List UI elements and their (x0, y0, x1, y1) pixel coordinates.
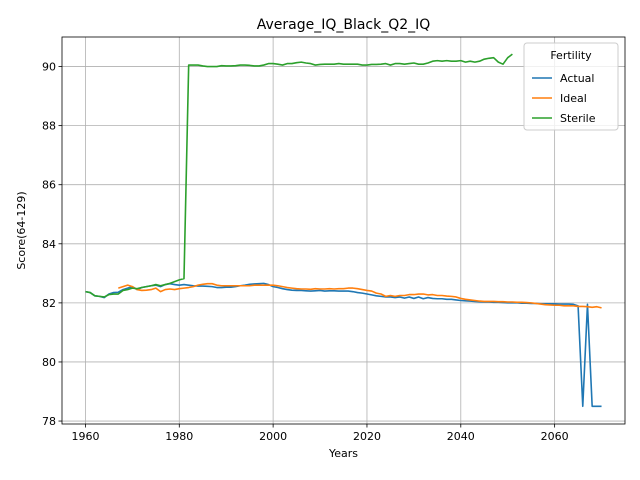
chart-title: Average_IQ_Black_Q2_IQ (257, 17, 431, 33)
x-tick-label: 2040 (447, 430, 475, 443)
legend-label-sterile: Sterile (560, 112, 596, 125)
y-tick-label: 82 (42, 297, 56, 310)
y-tick-label: 78 (42, 415, 56, 428)
y-axis-label: Score(64-129) (15, 191, 28, 269)
y-tick-label: 84 (42, 238, 56, 251)
legend: Fertility Actual Ideal Sterile (523, 42, 619, 131)
series-line-sterile (85, 53, 513, 298)
y-tick-label: 80 (42, 356, 56, 369)
legend-items: Actual Ideal Sterile (532, 72, 596, 125)
x-tick-label: 1980 (165, 430, 193, 443)
legend-label-ideal: Ideal (560, 92, 587, 105)
x-tick-label: 1960 (71, 430, 99, 443)
legend-box (523, 42, 619, 131)
x-tick-label: 2020 (353, 430, 381, 443)
legend-label-actual: Actual (560, 72, 594, 85)
x-axis-label: Years (328, 447, 358, 460)
x-tick-label: 2000 (259, 430, 287, 443)
series-lines (85, 53, 602, 408)
y-tick-label: 90 (42, 61, 56, 74)
x-tick-label: 2060 (541, 430, 569, 443)
grid-lines (62, 37, 625, 424)
series-line-ideal (118, 282, 602, 309)
axis-ticks: 1960 1980 2000 2020 2040 2060 78 80 82 84 86 88 90 (42, 61, 569, 443)
plot-frame (61, 36, 626, 425)
y-tick-label: 88 (42, 120, 56, 133)
legend-title: Fertility (550, 49, 592, 62)
y-tick-label: 86 (42, 179, 56, 192)
